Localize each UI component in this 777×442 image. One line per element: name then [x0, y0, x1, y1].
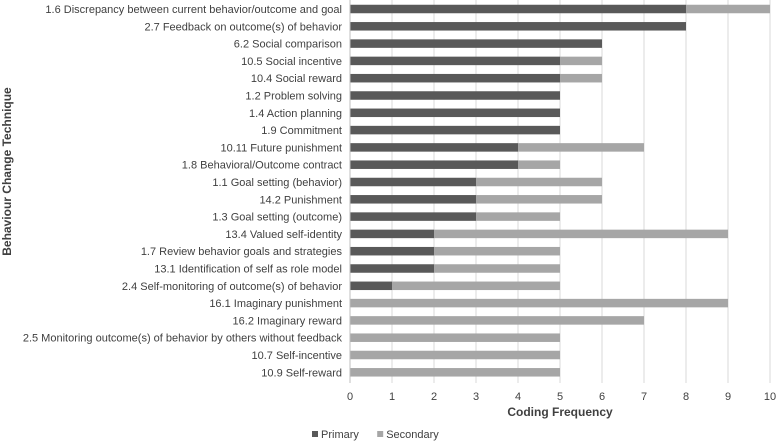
bar-primary — [350, 39, 602, 48]
bar-secondary — [350, 368, 560, 377]
bar-secondary — [350, 316, 644, 325]
bar-primary — [350, 143, 518, 152]
legend-label: Primary — [321, 429, 359, 441]
x-tick-label: 0 — [347, 391, 353, 403]
x-tick-label: 4 — [515, 391, 521, 403]
category-label: 14.2 Punishment — [259, 194, 342, 206]
bar-primary — [350, 160, 518, 169]
category-labels: 1.6 Discrepancy between current behavior… — [23, 4, 343, 379]
category-label: 10.4 Social reward — [251, 73, 342, 85]
category-label: 10.5 Social incentive — [241, 56, 342, 68]
category-label: 1.4 Action planning — [249, 108, 342, 120]
bar-primary — [350, 229, 434, 239]
bar-secondary — [350, 298, 728, 308]
x-tick-label: 5 — [557, 391, 563, 403]
bar-secondary — [518, 143, 644, 152]
bar-secondary — [350, 350, 560, 360]
bar-primary — [350, 177, 476, 187]
x-tick-label: 2 — [431, 391, 437, 403]
bar-secondary — [434, 264, 560, 273]
bars — [350, 4, 770, 377]
bar-secondary — [518, 160, 560, 169]
legend: Primary Secondary — [312, 429, 439, 441]
x-axis-title: Coding Frequency — [507, 405, 613, 419]
category-label: 2.7 Feedback on outcome(s) of behavior — [144, 21, 342, 33]
bar-secondary — [350, 333, 560, 342]
category-label: 1.3 Goal setting (outcome) — [212, 212, 342, 224]
bar-secondary — [560, 73, 602, 83]
category-label: 10.9 Self-reward — [261, 367, 342, 379]
category-label: 6.2 Social comparison — [234, 39, 342, 51]
bar-secondary — [434, 246, 560, 256]
bar-primary — [350, 91, 560, 100]
x-tick-label: 6 — [599, 391, 605, 403]
bar-secondary — [560, 56, 602, 66]
category-label: 10.11 Future punishment — [221, 142, 342, 154]
x-tick-label: 8 — [683, 391, 689, 403]
bar-secondary — [434, 229, 728, 239]
x-tick-label: 10 — [764, 391, 776, 403]
bar-primary — [350, 108, 560, 118]
bar-secondary — [392, 281, 560, 291]
category-label: 16.1 Imaginary punishment — [209, 298, 342, 310]
category-label: 1.8 Behavioral/Outcome contract — [182, 160, 342, 172]
category-label: 1.9 Commitment — [261, 125, 342, 137]
legend-swatch — [377, 431, 384, 437]
category-label: 13.4 Valued self-identity — [225, 229, 342, 241]
bar-primary — [350, 73, 560, 83]
bar-secondary — [476, 212, 560, 221]
x-tick-labels: 0 1 2 3 4 5 6 7 8 9 10 — [347, 391, 776, 403]
bar-primary — [350, 125, 560, 135]
x-tick-label: 3 — [473, 391, 479, 403]
bar-primary — [350, 264, 434, 273]
y-axis-title: Behaviour Change Technique — [0, 87, 14, 256]
category-label: 1.2 Problem solving — [245, 91, 342, 103]
category-label: 2.4 Self-monitoring of outcome(s) of beh… — [122, 281, 342, 293]
category-label: 2.5 Monitoring outcome(s) of behavior by… — [23, 333, 343, 345]
legend-swatch — [312, 431, 318, 437]
bar-secondary — [476, 177, 602, 187]
x-tick-label: 9 — [725, 391, 731, 403]
bar-primary — [350, 212, 476, 221]
bar-primary — [350, 22, 686, 31]
category-label: 16.2 Imaginary reward — [233, 315, 342, 327]
category-label: 13.1 Identification of self as role mode… — [154, 264, 342, 276]
x-tick-label: 7 — [641, 391, 647, 403]
x-tick-label: 1 — [389, 391, 395, 403]
category-label: 10.7 Self-incentive — [252, 350, 343, 362]
bar-primary — [350, 4, 686, 14]
bar-secondary — [686, 4, 770, 14]
bar-primary — [350, 281, 392, 291]
bar-primary — [350, 246, 434, 256]
legend-label: Secondary — [386, 429, 439, 441]
category-label: 1.7 Review behavior goals and strategies — [141, 246, 343, 258]
bar-primary — [350, 56, 560, 66]
category-label: 1.6 Discrepancy between current behavior… — [45, 4, 342, 16]
bar-secondary — [476, 195, 602, 204]
category-label: 1.1 Goal setting (behavior) — [212, 177, 342, 189]
bar-primary — [350, 195, 476, 204]
